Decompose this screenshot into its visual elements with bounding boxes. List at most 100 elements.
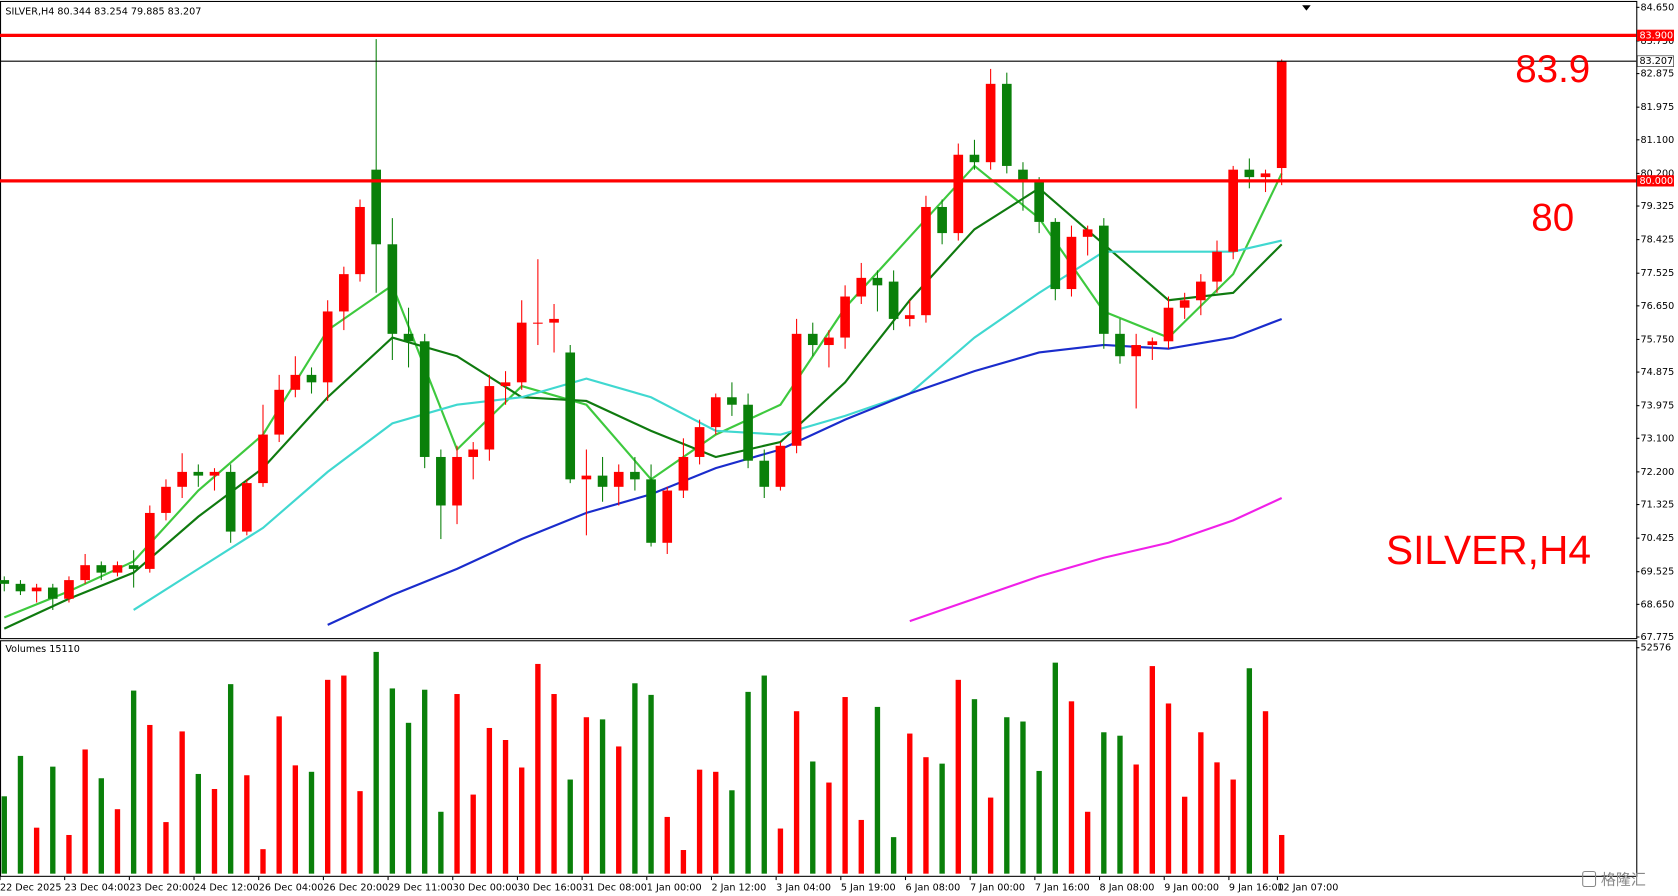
volume-bar (648, 694, 654, 874)
candle-body (1196, 281, 1206, 301)
candle-body (322, 311, 333, 383)
x-tick-label: 7 Jan 16:00 (1035, 883, 1090, 894)
candle-body (1147, 341, 1158, 346)
candle-body (64, 580, 74, 599)
volume-bar (82, 749, 88, 874)
level-label: 80.000 (1639, 176, 1673, 187)
candle-body (727, 397, 737, 405)
volume-bar (341, 675, 347, 874)
watermark: 格隆汇 (1582, 871, 1646, 889)
volume-bar (1052, 662, 1058, 874)
candle-body (403, 333, 414, 342)
candle-body (953, 154, 964, 234)
volume-bar (486, 727, 493, 874)
x-tick-label: 1 Jan 00:00 (647, 883, 702, 894)
level-label: 83.900 (1639, 30, 1673, 41)
candle-body (549, 318, 559, 323)
volume-bar (195, 773, 201, 874)
candle-body (1212, 251, 1222, 282)
annotation: 83.9 (1515, 48, 1590, 91)
candle-body (306, 374, 317, 383)
candle-body (985, 83, 996, 163)
volume-bar (890, 837, 897, 874)
candle-body (759, 460, 770, 487)
candle-body (1050, 221, 1061, 290)
level-label: 83.207 (1639, 56, 1673, 67)
moving-average (909, 497, 1283, 623)
candle-body (31, 587, 42, 592)
volume-bar (616, 746, 622, 874)
candle-body (1115, 333, 1125, 357)
volume-bar (729, 790, 735, 874)
x-tick-label: 30 Dec 00:00 (453, 883, 518, 894)
candle-body (710, 397, 721, 428)
candle-body (791, 333, 802, 446)
candle-body (177, 471, 187, 487)
volume-bar (308, 771, 315, 874)
candle-body (840, 296, 850, 338)
y-tick-label: 84.650 (1641, 2, 1675, 13)
candle-body (1228, 169, 1238, 252)
x-tick-label: 9 Jan 00:00 (1164, 883, 1219, 894)
volume-bar (826, 782, 832, 874)
x-tick-label: 6 Jan 08:00 (905, 883, 960, 894)
y-tick-label: 79.325 (1641, 201, 1675, 212)
candle-body (1179, 300, 1190, 308)
volume-bar (260, 849, 266, 874)
volume-bar (519, 767, 525, 874)
volume-bar (227, 684, 234, 874)
volume-bar (1068, 701, 1075, 874)
candle-body (274, 389, 284, 435)
volume-bar (1230, 779, 1236, 874)
candle-body (856, 277, 867, 297)
volume-bar (874, 706, 881, 874)
candle-body (888, 281, 899, 319)
candle-body (807, 333, 818, 346)
y-tick-label: 80.200 (1641, 168, 1675, 179)
x-tick-label: 8 Jan 08:00 (1100, 883, 1155, 894)
y-tick-label: 69.525 (1641, 567, 1675, 578)
candle-body (516, 322, 527, 383)
x-tick-label: 3 Jan 04:00 (776, 883, 831, 894)
volume-bar (599, 719, 606, 874)
level-label-box (1637, 29, 1674, 41)
volume-bar (535, 663, 541, 874)
candle-body (112, 565, 123, 573)
volume-bar (1004, 717, 1010, 874)
volume-bar (971, 699, 978, 874)
volume-bar (324, 679, 331, 874)
candle-body (355, 206, 365, 275)
x-tick-label: 26 Dec 04:00 (259, 883, 324, 894)
price-panel (0, 0, 1638, 640)
x-tick-label: 12 Jan 07:00 (1277, 883, 1338, 894)
volume-bar (1117, 735, 1123, 874)
x-tick-label: 5 Jan 19:00 (841, 883, 896, 894)
candle-body (597, 475, 608, 487)
candle-body (694, 427, 705, 457)
volume-bar (147, 724, 153, 874)
candle-body (419, 341, 430, 457)
candle-body (1260, 173, 1271, 178)
candle-body (15, 583, 26, 592)
x-tick-label: 2 Jan 12:00 (711, 883, 766, 894)
candle-body (290, 374, 301, 390)
candle-body (581, 475, 592, 480)
candle-body (452, 456, 462, 506)
y-tick-label: 73.975 (1641, 401, 1675, 412)
volume-bar (1133, 764, 1139, 874)
volume-bar (1181, 796, 1188, 874)
moving-average (3, 186, 1283, 630)
x-tick-label: 23 Dec 04:00 (65, 883, 130, 894)
volume-bar (17, 755, 24, 874)
y-tick-label: 68.650 (1641, 599, 1675, 610)
y-tick-label: 73.100 (1641, 433, 1675, 444)
candle-body (209, 471, 220, 476)
candle-body (161, 486, 171, 513)
y-tick-label: 76.650 (1641, 301, 1675, 312)
candle-body (1066, 236, 1077, 290)
volume-bar (179, 731, 185, 874)
volume-bar (66, 834, 72, 874)
candle-body (144, 512, 155, 569)
y-tick-label: 82.875 (1641, 69, 1675, 80)
